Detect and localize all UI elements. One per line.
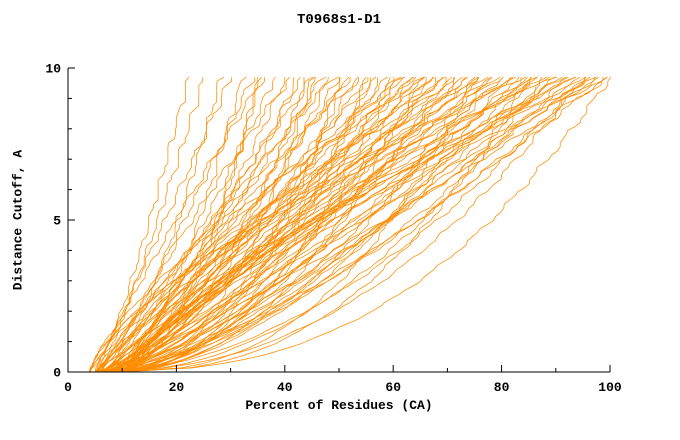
model-curve xyxy=(95,76,569,373)
model-curve xyxy=(128,76,547,373)
model-curve xyxy=(127,76,413,373)
model-curve xyxy=(94,76,513,373)
chart-title: T0968s1-D1 xyxy=(296,12,381,28)
model-curve xyxy=(106,77,369,373)
model-curve xyxy=(121,77,316,373)
model-curve xyxy=(95,76,596,373)
model-curve xyxy=(106,76,476,373)
model-curve xyxy=(99,76,466,373)
model-curve xyxy=(133,76,567,373)
model-curve xyxy=(94,76,538,373)
model-curve xyxy=(100,76,550,373)
model-curve xyxy=(126,76,577,373)
model-curve xyxy=(111,76,425,373)
model-curve xyxy=(110,77,340,373)
y-axis-label: Distance Cutoff, A xyxy=(10,149,26,291)
x-tick-label: 60 xyxy=(385,380,401,395)
model-curve xyxy=(94,77,265,373)
x-tick-label: 100 xyxy=(598,380,622,395)
model-curve xyxy=(111,76,463,373)
model-curve xyxy=(90,76,527,372)
model-curve xyxy=(110,76,290,373)
model-curve xyxy=(100,77,256,373)
model-curve xyxy=(132,76,434,373)
model-curve xyxy=(95,77,585,373)
model-curve xyxy=(105,77,395,373)
model-curve xyxy=(94,77,351,373)
model-curve xyxy=(110,76,599,373)
model-curve xyxy=(121,77,371,373)
model-curve xyxy=(100,76,604,373)
model-curve xyxy=(116,76,301,373)
model-curve xyxy=(131,76,597,373)
model-curve xyxy=(100,76,388,373)
y-tick-label: 0 xyxy=(53,366,61,381)
y-tick-label: 5 xyxy=(53,214,61,229)
model-curve xyxy=(100,76,316,373)
x-tick-label: 40 xyxy=(277,380,293,395)
model-curve xyxy=(89,76,586,373)
model-curve xyxy=(104,76,608,373)
model-curve xyxy=(117,77,478,373)
model-curve xyxy=(95,77,259,373)
model-curve xyxy=(111,76,493,373)
model-curve xyxy=(126,76,446,373)
model-curve xyxy=(105,76,314,373)
x-tick-label: 20 xyxy=(169,380,185,395)
x-axis-label: Percent of Residues (CA) xyxy=(245,398,433,413)
model-curve xyxy=(94,76,190,373)
model-curve xyxy=(89,76,456,373)
y-tick-label: 10 xyxy=(45,62,61,77)
x-tick-label: 80 xyxy=(494,380,510,395)
model-curve xyxy=(101,76,339,373)
model-curve xyxy=(94,76,377,373)
model-curve xyxy=(106,76,504,373)
model-curve xyxy=(117,76,563,373)
x-tick-label: 0 xyxy=(64,380,72,395)
model-curve xyxy=(122,76,591,373)
model-curve xyxy=(88,76,425,373)
model-curve xyxy=(127,76,608,373)
model-curve xyxy=(95,76,435,373)
model-curve xyxy=(100,76,612,373)
model-curve xyxy=(132,76,406,373)
model-curve xyxy=(131,76,469,373)
model-curve xyxy=(133,76,538,373)
model-curve xyxy=(95,77,232,373)
model-curve xyxy=(110,77,378,373)
model-curve xyxy=(89,76,493,373)
model-curve xyxy=(100,76,417,373)
model-curve xyxy=(127,76,516,373)
model-curve xyxy=(117,76,511,373)
model-curve xyxy=(110,76,542,373)
